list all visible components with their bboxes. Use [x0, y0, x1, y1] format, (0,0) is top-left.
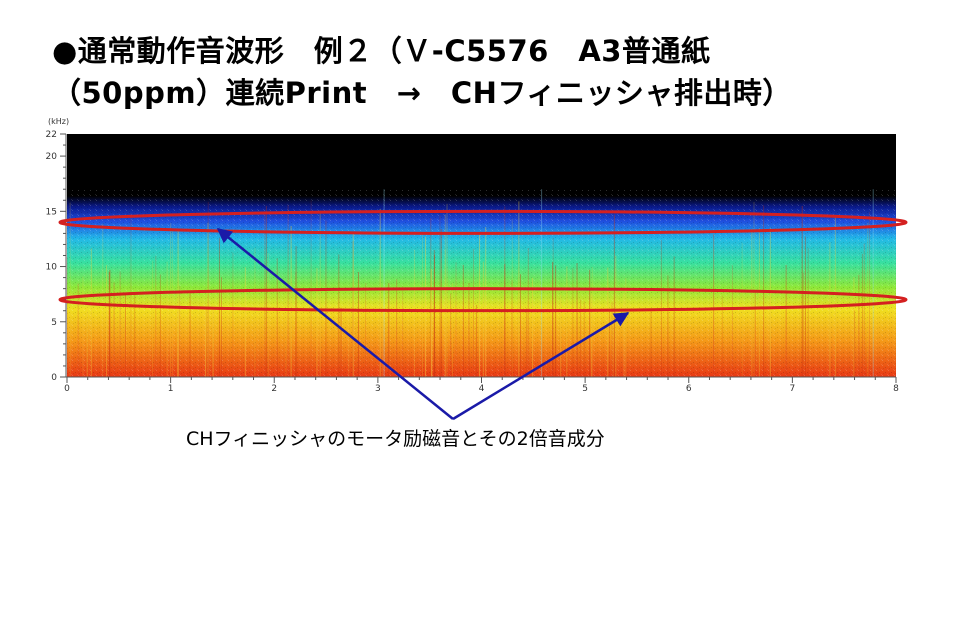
annotation-arrows: [216, 228, 630, 421]
x-tick-label: 3: [375, 384, 381, 394]
highlight-band-14khz: [58, 209, 908, 235]
x-tick-label: 6: [686, 384, 692, 394]
y-tick-label: 15: [46, 207, 57, 217]
spectrogram-noise-texture: [67, 190, 896, 377]
slide-title-line1: ●通常動作音波形 例２（Ｖ-C5576 A3普通紙: [52, 34, 711, 68]
x-tick-label: 5: [582, 384, 588, 394]
slide-title: ●通常動作音波形 例２（Ｖ-C5576 A3普通紙 （50ppm）連続Print…: [52, 30, 942, 114]
arrow-to-7khz-band: [452, 311, 630, 421]
arrow-to-14khz-band: [216, 228, 454, 420]
x-tick-label: 4: [479, 384, 485, 394]
y-tick-label: 0: [51, 373, 57, 383]
annotation-text: CHフィニッシャのモータ励磁音とその2倍音成分: [186, 428, 605, 450]
x-tick-label: 0: [64, 384, 70, 394]
slide-title-line2: （50ppm）連続Print → CHフィニッシャ排出時）: [52, 76, 792, 110]
y-tick-label: 10: [46, 263, 58, 273]
y-tick-label: 22: [46, 130, 57, 140]
x-tick-label: 7: [790, 384, 796, 394]
y-axis-ticks: 0 5 10 15 20 22: [46, 130, 66, 383]
x-tick-label: 8: [893, 384, 899, 394]
x-tick-label: 2: [271, 384, 277, 394]
highlighted-bands: [58, 209, 908, 313]
x-axis-ticks: 0 1 2 3 4 5 6 7 8: [64, 377, 899, 394]
y-tick-label: 5: [51, 318, 57, 328]
highlight-band-7khz: [58, 287, 908, 313]
x-tick-label: 1: [168, 384, 174, 394]
y-tick-label: 20: [46, 152, 58, 162]
y-axis-unit-label: (kHz): [48, 117, 69, 126]
